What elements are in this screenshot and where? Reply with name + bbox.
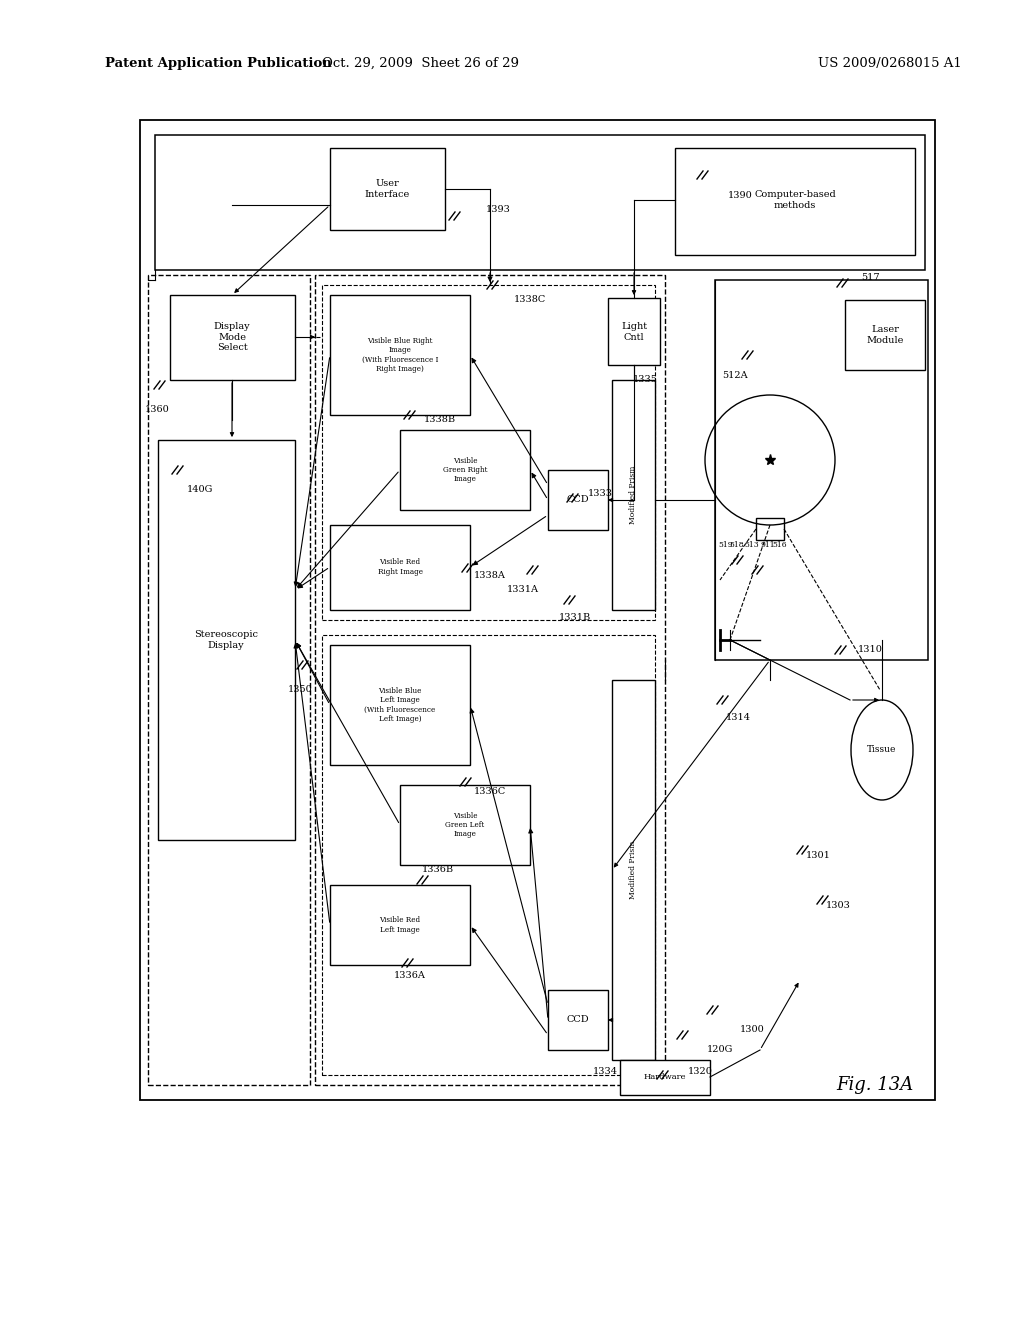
Bar — [322, 635, 655, 1074]
Text: 1303: 1303 — [825, 900, 851, 909]
Text: Patent Application Publication: Patent Application Publication — [105, 57, 332, 70]
Text: User
Interface: User Interface — [365, 180, 410, 199]
Text: Computer-based
methods: Computer-based methods — [754, 190, 836, 210]
Bar — [322, 285, 655, 620]
Text: 512A: 512A — [722, 371, 748, 380]
Bar — [158, 440, 295, 840]
Text: 517: 517 — [861, 273, 880, 282]
Bar — [400, 785, 530, 865]
Text: CCD: CCD — [566, 495, 590, 504]
Text: 1360: 1360 — [144, 405, 169, 414]
Text: Visible Red
Right Image: Visible Red Right Image — [378, 558, 423, 576]
Bar — [675, 148, 915, 255]
Text: Visible Blue
Left Image
(With Fluorescence
Left Image): Visible Blue Left Image (With Fluorescen… — [365, 688, 435, 723]
Bar — [170, 294, 295, 380]
Bar — [330, 884, 470, 965]
Text: 513: 513 — [744, 541, 760, 549]
Text: 1334: 1334 — [593, 1068, 617, 1077]
Bar — [330, 148, 445, 230]
Text: 140G: 140G — [186, 486, 213, 495]
Text: 1301: 1301 — [806, 850, 830, 859]
Bar — [330, 645, 470, 766]
Bar — [548, 470, 608, 531]
Text: 1336C: 1336C — [474, 788, 506, 796]
Bar — [756, 517, 784, 540]
Text: 1338B: 1338B — [424, 416, 456, 425]
Text: 1300: 1300 — [739, 1026, 764, 1035]
Text: 1333: 1333 — [588, 488, 612, 498]
Text: 518: 518 — [730, 541, 744, 549]
Text: 1338A: 1338A — [474, 570, 506, 579]
Text: Visible Red
Left Image: Visible Red Left Image — [380, 916, 421, 933]
Text: CCD: CCD — [566, 1015, 590, 1024]
Bar — [612, 680, 655, 1060]
Text: Visible
Green Right
Image: Visible Green Right Image — [442, 457, 487, 483]
Text: Display
Mode
Select: Display Mode Select — [214, 322, 250, 352]
Text: 120G: 120G — [707, 1045, 733, 1055]
Text: Hardware: Hardware — [644, 1073, 686, 1081]
Text: 1338C: 1338C — [514, 296, 546, 305]
Text: 1336A: 1336A — [394, 970, 426, 979]
Text: 1331A: 1331A — [507, 586, 539, 594]
Bar — [330, 294, 470, 414]
Text: Laser
Module: Laser Module — [866, 325, 904, 345]
Text: Stereoscopic
Display: Stereoscopic Display — [194, 630, 258, 649]
Bar — [315, 275, 665, 1085]
Text: 516: 516 — [773, 541, 787, 549]
Bar — [148, 275, 310, 1085]
Text: Modified Prism: Modified Prism — [629, 841, 637, 899]
Bar — [155, 135, 925, 271]
Text: 1320: 1320 — [687, 1068, 713, 1077]
Text: Fig. 13A: Fig. 13A — [837, 1076, 913, 1094]
Text: 1335: 1335 — [633, 375, 657, 384]
Bar — [548, 990, 608, 1049]
Bar — [620, 1060, 710, 1096]
Text: Modified Prism: Modified Prism — [629, 466, 637, 524]
Text: Visible Blue Right
Image
(With Fluorescence I
Right Image): Visible Blue Right Image (With Fluoresce… — [361, 337, 438, 372]
Text: Light
Cntl: Light Cntl — [621, 322, 647, 342]
Text: 1310: 1310 — [857, 645, 883, 655]
Bar — [330, 525, 470, 610]
Text: 911: 911 — [761, 541, 775, 549]
Bar — [612, 380, 655, 610]
Text: 1331B: 1331B — [559, 614, 591, 623]
Bar — [400, 430, 530, 510]
Bar — [715, 280, 928, 660]
Text: Visible
Green Left
Image: Visible Green Left Image — [445, 812, 484, 838]
Text: 519: 519 — [719, 541, 733, 549]
Bar — [608, 298, 660, 366]
Bar — [140, 120, 935, 1100]
Text: 1390: 1390 — [728, 190, 753, 199]
Text: US 2009/0268015 A1: US 2009/0268015 A1 — [818, 57, 962, 70]
Text: 1350: 1350 — [288, 685, 312, 694]
Text: 1393: 1393 — [485, 206, 510, 214]
Text: 1314: 1314 — [725, 714, 751, 722]
Text: 1336B: 1336B — [422, 866, 454, 874]
Bar — [845, 300, 925, 370]
Text: Tissue: Tissue — [867, 746, 897, 755]
Text: Oct. 29, 2009  Sheet 26 of 29: Oct. 29, 2009 Sheet 26 of 29 — [322, 57, 518, 70]
